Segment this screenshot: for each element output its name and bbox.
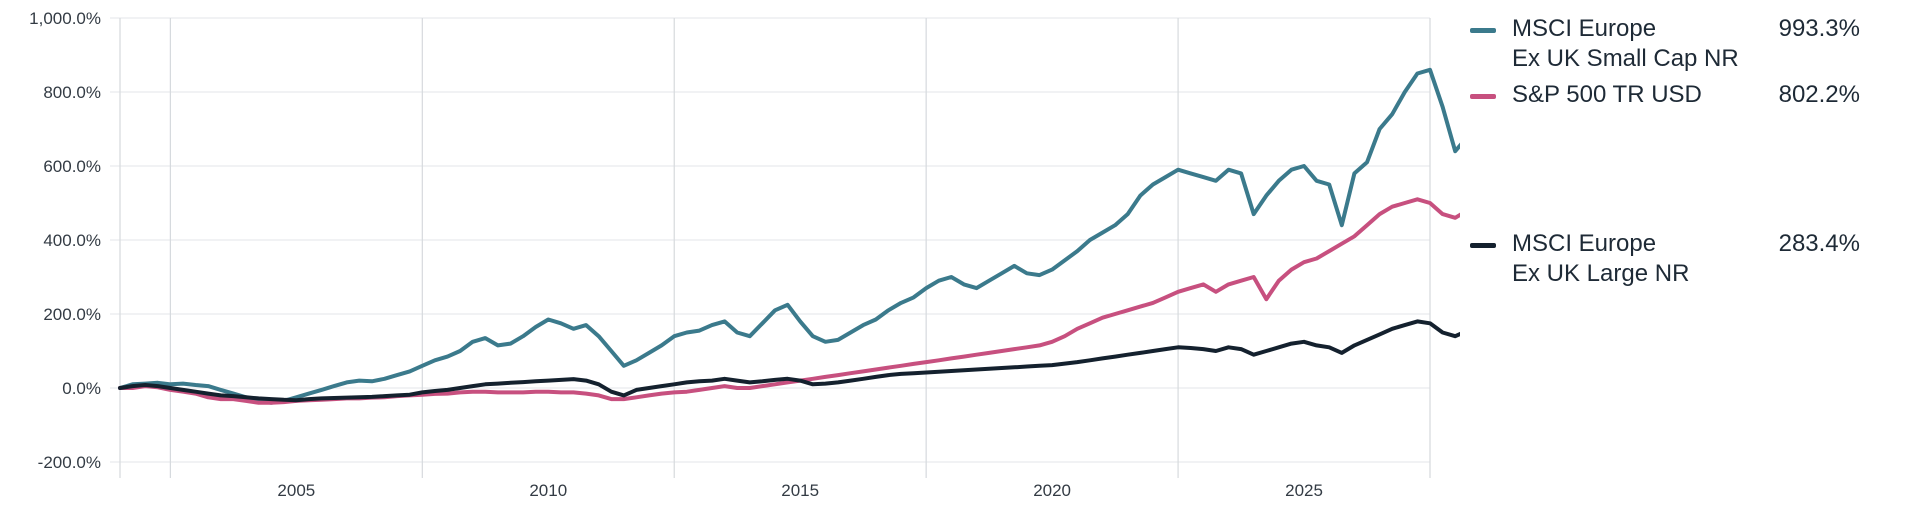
legend-label: MSCI Europe Ex UK Small Cap NR: [1512, 14, 1752, 74]
y-tick-label: 1,000.0%: [29, 9, 101, 28]
x-tick-label: 2010: [529, 481, 567, 500]
y-tick-label: 800.0%: [43, 83, 101, 102]
legend-label: S&P 500 TR USD: [1512, 80, 1752, 110]
legend-swatch-icon: [1470, 28, 1496, 33]
series-line-sp500-tr-usd: [118, 197, 1460, 405]
chart: -200.0% 0.0% 200.0% 400.0% 600.0% 800.0%…: [29, 9, 1460, 500]
legend-swatch-icon: [1470, 243, 1496, 248]
x-tick-label: 2005: [277, 481, 315, 500]
y-tick-label: 200.0%: [43, 305, 101, 324]
vertical-gridlines: [119, 18, 1431, 478]
legend-label-line: Ex UK Large NR: [1512, 260, 1690, 287]
x-axis-tick-labels: 2005 2010 2015 2020 2025: [277, 481, 1323, 500]
y-tick-label: 400.0%: [43, 231, 101, 250]
y-tick-label: -200.0%: [38, 453, 101, 472]
x-tick-label: 2025: [1285, 481, 1323, 500]
legend-value: 283.4%: [1778, 230, 1860, 257]
legend-label-line: MSCI Europe: [1512, 15, 1657, 42]
x-tick-label: 2015: [781, 481, 819, 500]
legend-label-line: S&P 500 TR USD: [1512, 81, 1702, 108]
x-tick-label: 2020: [1033, 481, 1071, 500]
legend-label-line: MSCI Europe: [1512, 230, 1657, 257]
legend-label: MSCI Europe Ex UK Large NR: [1512, 229, 1752, 289]
y-axis-tick-labels: -200.0% 0.0% 200.0% 400.0% 600.0% 800.0%…: [29, 9, 101, 472]
legend-swatch-icon: [1470, 94, 1496, 99]
series-line-msci-europe-ex-uk-small-cap: [118, 67, 1460, 405]
series-lines: [118, 67, 1460, 405]
series-line-msci-europe-ex-uk-large: [118, 319, 1460, 403]
legend-value: 993.3%: [1778, 15, 1860, 42]
legend-label-line: Ex UK Small Cap NR: [1512, 45, 1739, 72]
y-tick-label: 600.0%: [43, 157, 101, 176]
legend-value: 802.2%: [1778, 81, 1860, 108]
y-tick-label: 0.0%: [62, 379, 101, 398]
